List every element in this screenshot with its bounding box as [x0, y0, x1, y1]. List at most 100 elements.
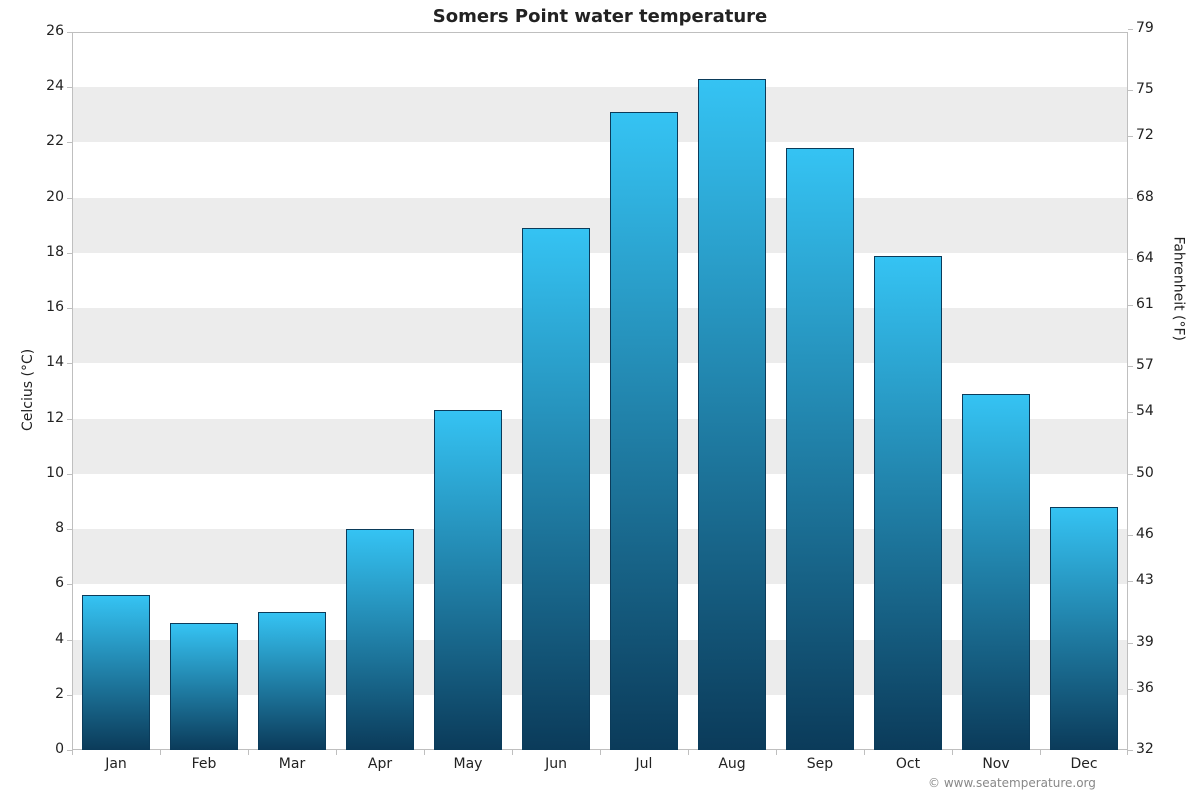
y-left-tick-mark — [67, 308, 72, 309]
y-left-tick-mark — [67, 32, 72, 33]
x-tick-mark — [248, 750, 249, 755]
y-right-tick-label: 50 — [1136, 465, 1176, 481]
y-left-tick-mark — [67, 419, 72, 420]
y-right-tick-label: 54 — [1136, 403, 1176, 419]
x-tick-mark — [776, 750, 777, 755]
x-tick-label: May — [424, 756, 512, 772]
y-right-tick-mark — [1128, 535, 1133, 536]
plot-area — [72, 32, 1128, 750]
chart-credit: © www.seatemperature.org — [928, 776, 1096, 790]
bar — [874, 256, 943, 750]
y-left-tick-label: 8 — [24, 520, 64, 536]
grid-band — [72, 308, 1128, 363]
y-right-tick-label: 79 — [1136, 20, 1176, 36]
x-tick-label: Jun — [512, 756, 600, 772]
y-right-tick-label: 43 — [1136, 572, 1176, 588]
y-left-tick-mark — [67, 253, 72, 254]
y-right-tick-mark — [1128, 643, 1133, 644]
y-left-tick-label: 14 — [24, 354, 64, 370]
y-right-tick-mark — [1128, 90, 1133, 91]
y-right-tick-label: 32 — [1136, 741, 1176, 757]
y-right-tick-label: 36 — [1136, 680, 1176, 696]
y-right-tick-label: 72 — [1136, 127, 1176, 143]
grid-band — [72, 142, 1128, 197]
bar — [698, 79, 767, 750]
y-right-tick-mark — [1128, 750, 1133, 751]
x-tick-mark — [424, 750, 425, 755]
y-left-tick-mark — [67, 142, 72, 143]
x-tick-label: Jan — [72, 756, 160, 772]
y-right-tick-mark — [1128, 136, 1133, 137]
x-tick-mark — [688, 750, 689, 755]
y-left-tick-label: 0 — [24, 741, 64, 757]
x-tick-mark — [512, 750, 513, 755]
y-left-tick-mark — [67, 529, 72, 530]
chart-title: Somers Point water temperature — [0, 6, 1200, 27]
bar — [346, 529, 415, 750]
y-left-tick-label: 12 — [24, 410, 64, 426]
bar — [610, 112, 679, 750]
y-right-tick-mark — [1128, 29, 1133, 30]
x-tick-label: Oct — [864, 756, 952, 772]
y-right-tick-label: 57 — [1136, 357, 1176, 373]
y-left-tick-mark — [67, 87, 72, 88]
y-right-tick-label: 61 — [1136, 296, 1176, 312]
x-tick-label: Apr — [336, 756, 424, 772]
bar — [962, 394, 1031, 750]
plot-border — [72, 32, 73, 750]
bar — [1050, 507, 1119, 750]
grid-band — [72, 253, 1128, 308]
x-tick-mark — [1127, 750, 1128, 755]
y-left-tick-label: 24 — [24, 78, 64, 94]
x-tick-label: Nov — [952, 756, 1040, 772]
y-left-tick-mark — [67, 640, 72, 641]
x-tick-label: Sep — [776, 756, 864, 772]
y-left-tick-mark — [67, 474, 72, 475]
y-left-tick-label: 10 — [24, 465, 64, 481]
y-right-tick-mark — [1128, 305, 1133, 306]
y-right-tick-mark — [1128, 198, 1133, 199]
bar — [82, 595, 151, 750]
bar — [786, 148, 855, 750]
bar — [258, 612, 327, 750]
bar — [170, 623, 239, 750]
x-tick-mark — [600, 750, 601, 755]
bar — [434, 410, 503, 750]
y-left-tick-label: 22 — [24, 133, 64, 149]
y-right-tick-mark — [1128, 689, 1133, 690]
x-tick-mark — [336, 750, 337, 755]
y-left-tick-label: 2 — [24, 686, 64, 702]
bar — [522, 228, 591, 750]
x-tick-label: Aug — [688, 756, 776, 772]
grid-band — [72, 87, 1128, 142]
y-left-tick-label: 20 — [24, 189, 64, 205]
x-tick-mark — [952, 750, 953, 755]
y-left-tick-label: 26 — [24, 23, 64, 39]
y-right-tick-label: 46 — [1136, 526, 1176, 542]
y-left-tick-label: 6 — [24, 575, 64, 591]
x-tick-mark — [864, 750, 865, 755]
y-right-tick-label: 68 — [1136, 189, 1176, 205]
grid-band — [72, 198, 1128, 253]
y-left-tick-mark — [67, 695, 72, 696]
y-right-tick-label: 39 — [1136, 634, 1176, 650]
x-tick-mark — [1040, 750, 1041, 755]
y-right-tick-mark — [1128, 581, 1133, 582]
y-left-tick-label: 4 — [24, 631, 64, 647]
y-right-tick-mark — [1128, 474, 1133, 475]
y-right-tick-mark — [1128, 259, 1133, 260]
y-left-tick-mark — [67, 198, 72, 199]
x-tick-label: Feb — [160, 756, 248, 772]
y-left-tick-mark — [67, 584, 72, 585]
y-right-tick-mark — [1128, 412, 1133, 413]
x-tick-label: Mar — [248, 756, 336, 772]
grid-band — [72, 32, 1128, 87]
x-tick-mark — [72, 750, 73, 755]
x-tick-label: Dec — [1040, 756, 1128, 772]
y-left-tick-label: 18 — [24, 244, 64, 260]
x-tick-mark — [160, 750, 161, 755]
x-tick-label: Jul — [600, 756, 688, 772]
y-right-tick-label: 75 — [1136, 81, 1176, 97]
y-right-tick-label: 64 — [1136, 250, 1176, 266]
y-left-tick-mark — [67, 363, 72, 364]
